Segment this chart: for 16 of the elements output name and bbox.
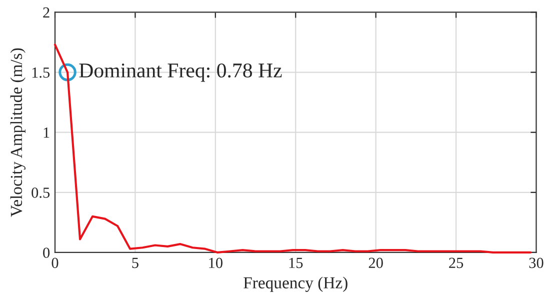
x-tick-label: 25: [449, 258, 464, 268]
x-tick-label: 15: [289, 258, 303, 268]
x-tick-label: 0: [52, 258, 58, 268]
annotation: Dominant Freq: 0.78 Hz: [79, 63, 282, 82]
y-axis-title: Velocity Amplitude (m/s): [10, 48, 26, 217]
y-tick-label: 1.5: [32, 68, 50, 78]
y-tick-label: 1: [44, 128, 50, 138]
y-tick-label: 0: [43, 248, 50, 258]
y-tick-label: 0.5: [32, 188, 50, 198]
x-axis-title: Frequency (Hz): [244, 276, 348, 292]
x-tick-label: 5: [132, 258, 138, 268]
x-tick-label: 10: [209, 258, 222, 268]
x-tick-label: 30: [529, 258, 544, 268]
y-tick-label: 2: [43, 7, 50, 18]
x-tick-label: 20: [368, 258, 383, 268]
line-series: [54, 44, 532, 254]
